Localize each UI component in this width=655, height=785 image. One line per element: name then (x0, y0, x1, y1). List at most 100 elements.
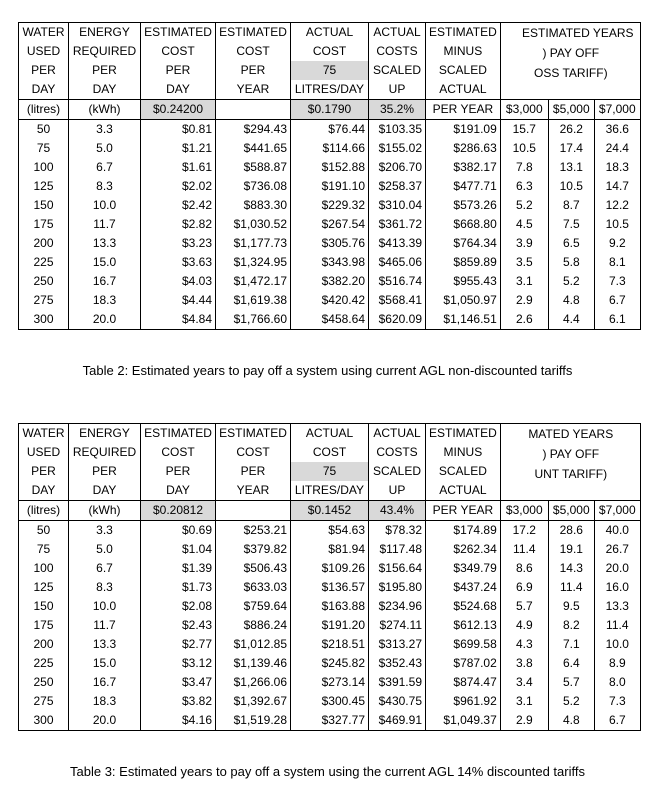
data-row: 175 11.7 $2.82 $1,030.52 $267.54 $361.72 $668.… (18, 215, 641, 234)
data-cell: 10.5 (499, 139, 549, 158)
data-cell: $76.44 (290, 119, 369, 139)
data-cell: $620.09 (368, 310, 426, 330)
amount-header: $7,000 (593, 500, 641, 521)
header-cell: ACTUAL (290, 22, 369, 42)
data-cell: 15.7 (499, 119, 549, 139)
header-cell: COST (140, 42, 216, 61)
header-cell: COST (215, 42, 291, 61)
amount-header: $5,000 (547, 99, 595, 120)
data-cell: $206.70 (368, 158, 426, 177)
years-header-line: MATED YEARS (528, 427, 614, 441)
header-cell: COST (290, 42, 369, 61)
header-cell: ACTUAL (425, 481, 501, 501)
data-cell: 10.5 (593, 215, 641, 234)
data-cell: $668.80 (425, 215, 501, 234)
data-cell: $245.82 (290, 654, 369, 673)
data-cell: 16.7 (68, 272, 141, 291)
data-cell: 18.3 (68, 291, 141, 310)
data-cell: $78.32 (368, 520, 426, 540)
data-row: 275 18.3 $4.44 $1,619.38 $420.42 $568.41 $1,05… (18, 291, 641, 310)
header-cell: ACTUAL (425, 80, 501, 100)
data-cell: 8.6 (499, 559, 549, 578)
header-cell: SCALED (425, 61, 501, 80)
header-cell: DAY (68, 481, 141, 501)
data-cell: 50 (18, 119, 69, 139)
data-cell: 10.0 (593, 635, 641, 654)
header-cell: ESTIMATED (215, 22, 291, 42)
data-cell: 150 (18, 196, 69, 215)
data-cell: $1,139.46 (215, 654, 291, 673)
data-cell: $573.26 (425, 196, 501, 215)
data-cell: 15.0 (68, 654, 141, 673)
years-header: MATED YEARS) PAY OFF UNT TARIFF) (499, 423, 641, 501)
data-cell: $229.32 (290, 196, 369, 215)
header-cell: (kWh) (68, 99, 141, 120)
data-cell: 300 (18, 310, 69, 330)
years-header-line: UNT TARIFF) (534, 467, 608, 481)
data-cell: $1,472.17 (215, 272, 291, 291)
data-cell: 18.3 (593, 158, 641, 177)
data-cell: $1.21 (140, 139, 216, 158)
data-cell: $0.81 (140, 119, 216, 139)
data-cell: $379.82 (215, 540, 291, 559)
header-cell: WATER (18, 423, 69, 443)
data-cell: $382.20 (290, 272, 369, 291)
header-cell: SCALED (368, 61, 426, 80)
data-cell: $2.77 (140, 635, 216, 654)
data-cell: 100 (18, 559, 69, 578)
data-cell: 5.7 (547, 673, 595, 692)
data-cell: $114.66 (290, 139, 369, 158)
data-cell: $361.72 (368, 215, 426, 234)
data-cell: $477.71 (425, 177, 501, 196)
data-cell: $234.96 (368, 597, 426, 616)
data-cell: 6.1 (593, 310, 641, 330)
data-cell: 16.0 (593, 578, 641, 597)
data-cell: $955.43 (425, 272, 501, 291)
data-cell: $2.02 (140, 177, 216, 196)
data-cell: $588.87 (215, 158, 291, 177)
data-cell: 125 (18, 177, 69, 196)
data-row: 125 8.3 $1.73 $633.03 $136.57 $195.80 $437.24 6… (18, 578, 641, 597)
data-cell: 6.7 (593, 291, 641, 310)
data-cell: $294.43 (215, 119, 291, 139)
header-cell: ACTUAL (290, 423, 369, 443)
data-cell: $109.26 (290, 559, 369, 578)
header-cell (215, 500, 291, 521)
header-cell: REQUIRED (68, 443, 141, 462)
data-cell: $253.21 (215, 520, 291, 540)
data-cell: $191.20 (290, 616, 369, 635)
data-cell: 3.1 (499, 272, 549, 291)
data-cell: $506.43 (215, 559, 291, 578)
header-cell: ESTIMATED (215, 423, 291, 443)
data-cell: 14.7 (593, 177, 641, 196)
data-cell: 11.4 (499, 540, 549, 559)
header-row: (litres) (kWh) $0.20812 $0.1452 43.4% PER YEA… (18, 500, 641, 521)
data-cell: 150 (18, 597, 69, 616)
data-cell: $568.41 (368, 291, 426, 310)
header-row: USED REQUIRED COST COST COST COSTS MINUS (18, 42, 641, 61)
data-cell: $458.64 (290, 310, 369, 330)
data-cell: $349.79 (425, 559, 501, 578)
header-cell: LITRES/DAY (290, 80, 369, 100)
data-cell: $3.12 (140, 654, 216, 673)
data-cell: $1,324.95 (215, 253, 291, 272)
data-cell: 2.9 (499, 711, 549, 731)
data-cell: $1,146.51 (425, 310, 501, 330)
data-cell: $343.98 (290, 253, 369, 272)
data-cell: 250 (18, 673, 69, 692)
header-row: WATER ENERGY ESTIMATED ESTIMATED ACTUAL ACTUA… (18, 423, 641, 501)
data-cell: 3.4 (499, 673, 549, 692)
data-cell: $313.27 (368, 635, 426, 654)
header-cell: MINUS (425, 42, 501, 61)
data-cell: $54.63 (290, 520, 369, 540)
data-row: 275 18.3 $3.82 $1,392.67 $300.45 $430.75 $961.… (18, 692, 641, 711)
header-cell: DAY (18, 80, 69, 100)
table-caption: Table 2: Estimated years to pay off a sy… (82, 363, 573, 378)
data-cell: 175 (18, 616, 69, 635)
data-cell: 275 (18, 291, 69, 310)
header-cell: PER (140, 61, 216, 80)
data-cell: 11.7 (68, 616, 141, 635)
years-header-line: ESTIMATED YEARS (521, 26, 634, 40)
data-cell: $218.51 (290, 635, 369, 654)
header-cell: LITRES/DAY (290, 481, 369, 501)
